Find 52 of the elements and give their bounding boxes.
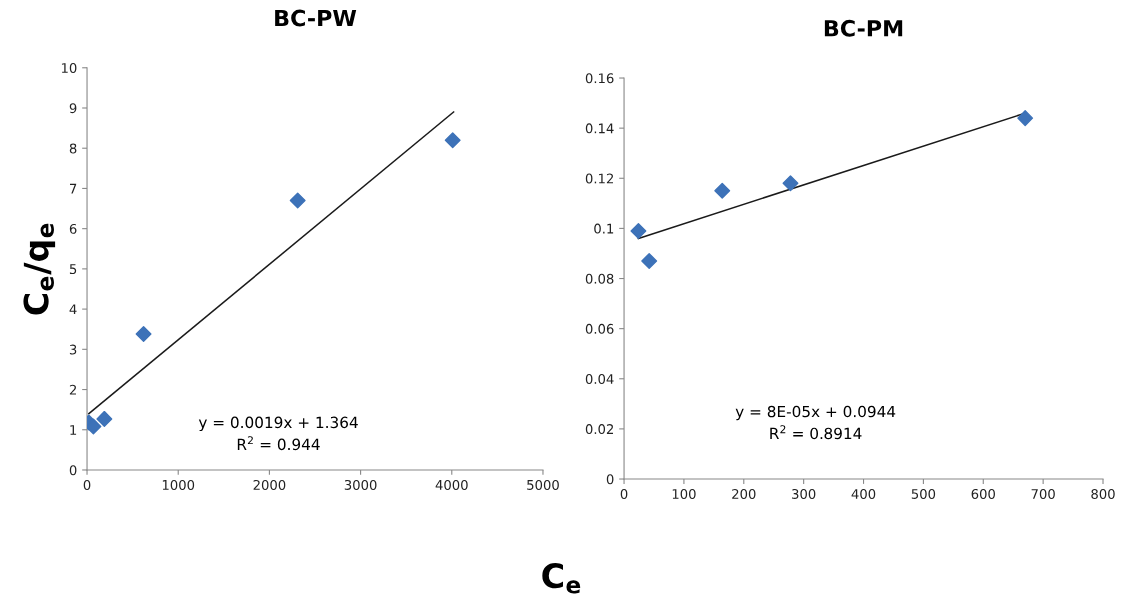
x-tick-label: 600 <box>971 488 995 499</box>
y-tick-label: 0.04 <box>585 373 614 384</box>
x-axis-title: C$_{e}$ <box>542 563 581 594</box>
y-tick-label: 0.06 <box>585 323 614 334</box>
y-tick-label: 9 <box>69 103 77 114</box>
y-tick-label: 7 <box>70 183 77 194</box>
point <box>96 410 113 427</box>
point <box>630 222 647 239</box>
y-tick-label: 0.08 <box>585 273 614 284</box>
x-tick-label: 500 <box>911 488 936 499</box>
x-tick-label: 0 <box>620 488 628 499</box>
annotation: y = 8E-05x + 0.0944 <box>735 405 896 421</box>
x-tick-label: 3000 <box>344 479 377 490</box>
y-tick-label: 6 <box>69 223 77 234</box>
y-tick-label: 0.02 <box>585 424 614 435</box>
y-tick-label: 0.1 <box>594 223 614 234</box>
point <box>444 132 461 149</box>
y-tick-label: 0 <box>69 465 77 476</box>
x-tick-label: 200 <box>732 488 756 499</box>
x-tick-label: 700 <box>1031 488 1055 499</box>
chart-title: BC-PW <box>275 9 357 27</box>
point <box>714 182 731 199</box>
x-tick-label: 2000 <box>253 479 286 490</box>
point <box>289 192 306 209</box>
x-tick-label: 0 <box>83 479 91 490</box>
x-tick-label: 800 <box>1091 488 1115 499</box>
x-tick-label: 4000 <box>435 479 468 490</box>
x-tick-label: 5000 <box>527 479 559 490</box>
y-tick-label: 0.12 <box>585 173 614 184</box>
point <box>135 326 152 343</box>
point <box>782 175 799 192</box>
y-tick-label: 0.14 <box>585 123 614 134</box>
y-tick-label: 3 <box>69 344 77 355</box>
x-tick-label: 1000 <box>162 479 195 490</box>
y-axis-title: C$_{e}$/q$_{e}$ <box>23 223 56 315</box>
x-tick-label: 300 <box>792 488 816 499</box>
point <box>641 253 658 269</box>
x-tick-label: 100 <box>672 488 696 499</box>
y-tick-label: 2 <box>69 384 76 395</box>
annotation: R$^{2}$ = 0.8914 <box>770 425 862 440</box>
y-tick-label: 8 <box>69 143 77 154</box>
y-tick-label: 0.16 <box>585 73 614 84</box>
point <box>1017 110 1034 127</box>
y-tick-label: 1 <box>70 425 77 435</box>
x-tick-label: 400 <box>851 488 876 499</box>
chart-title: BC-PM <box>824 19 903 37</box>
annotation: y = 0.0019x + 1.364 <box>198 416 358 432</box>
y-tick-label: 10 <box>61 63 77 73</box>
point <box>87 418 102 435</box>
y-tick-label: 4 <box>69 304 77 315</box>
annotation: R$^{2}$ = 0.944 <box>237 436 320 451</box>
y-tick-label: 5 <box>69 264 77 275</box>
